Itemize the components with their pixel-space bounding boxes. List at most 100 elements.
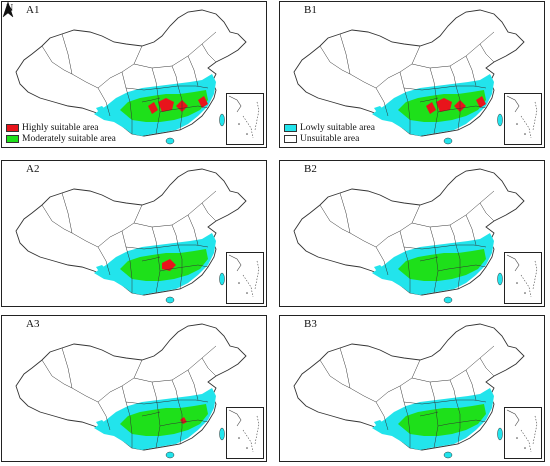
province-boundary [419, 411, 439, 417]
lowly-suitable-region-west [374, 106, 384, 114]
province-boundary [97, 246, 111, 276]
province-boundary [133, 31, 217, 69]
province-boundary [151, 226, 161, 294]
legend-label: Highly suitable area [22, 122, 99, 133]
province-boundary [411, 31, 495, 69]
panel-label: B1 [304, 4, 317, 16]
panel-label: B3 [304, 318, 317, 330]
province-boundary [177, 85, 183, 131]
legend-swatch [284, 134, 297, 143]
province-boundary [201, 43, 217, 63]
province-boundary [141, 97, 161, 103]
south-china-sea-inset [226, 252, 264, 304]
province-boundary [319, 359, 351, 389]
province-boundary [141, 256, 161, 262]
highly-suitable-region [162, 259, 176, 271]
province-boundary [171, 65, 179, 87]
province-boundary [479, 357, 495, 377]
province-boundary [187, 55, 199, 87]
province-boundary [403, 85, 487, 91]
province-boundary [479, 202, 495, 222]
panel-label: B2 [304, 163, 317, 175]
province-boundary [419, 97, 439, 103]
province-boundary [121, 385, 133, 448]
province-boundary [125, 399, 209, 405]
province-boundary [41, 359, 73, 389]
lowly-suitable-region-west [96, 420, 106, 428]
province-boundary [151, 381, 161, 449]
china-map [15, 323, 247, 459]
china-map [15, 9, 247, 145]
lowly-suitable-region-west [96, 265, 106, 273]
highly-suitable-region [148, 102, 158, 114]
highly-suitable-region [436, 98, 452, 112]
china-map [15, 168, 247, 304]
province-boundary [403, 399, 487, 405]
highly-suitable-region [198, 96, 208, 108]
province-boundary [465, 55, 477, 87]
lowly-suitable-region-west [374, 420, 384, 428]
taiwan-island [497, 272, 503, 286]
province-boundary [429, 226, 439, 294]
province-boundary [201, 202, 217, 222]
legend-item: Highly suitable area [6, 122, 116, 133]
highly-suitable-region [158, 98, 174, 112]
province-boundary [177, 399, 183, 445]
province-boundary [399, 230, 411, 293]
hainan-island [165, 137, 175, 145]
moderately-suitable-region [398, 404, 486, 436]
legend-label: Lowly suitable area [300, 122, 375, 133]
province-boundary [187, 369, 199, 401]
lowly-suitable-region-west [374, 265, 384, 273]
province-boundary [411, 345, 495, 383]
taiwan-island [497, 427, 503, 441]
province-boundary [121, 230, 133, 293]
province-boundary [455, 244, 461, 290]
legend-swatch [6, 134, 19, 143]
province-boundary [403, 244, 487, 250]
province-boundary [133, 345, 217, 383]
panel-label: A1 [26, 4, 40, 16]
province-boundary [125, 244, 209, 250]
highly-suitable-region [476, 96, 486, 108]
north-arrow-icon [2, 2, 14, 18]
map-panel-b1: B1 Lowly suitable area Unsuitable area [279, 1, 545, 148]
province-boundary [141, 411, 161, 417]
province-boundary [319, 204, 351, 234]
map-panel-b3: B3 [279, 315, 545, 462]
province-boundary [97, 87, 111, 117]
province-boundary [449, 379, 457, 401]
province-boundary [177, 244, 183, 290]
province-boundary [429, 381, 439, 449]
province-boundary [399, 71, 411, 134]
province-boundary [187, 214, 199, 246]
province-boundary [465, 369, 477, 401]
province-boundary [159, 105, 209, 113]
province-boundary [41, 204, 73, 234]
panel-label: A3 [26, 318, 40, 330]
province-boundary [159, 264, 209, 272]
province-boundary [151, 67, 161, 135]
province-boundary [171, 379, 179, 401]
province-boundary [159, 419, 209, 427]
taiwan-island [219, 113, 225, 127]
province-boundary [437, 264, 487, 272]
province-boundary [399, 385, 411, 448]
map-panel-a3: A3 [1, 315, 267, 462]
map-panel-a2: A2 [1, 160, 267, 307]
province-boundary [455, 85, 461, 131]
province-boundary [419, 256, 439, 262]
legend: Highly suitable area Moderately suitable … [6, 122, 116, 144]
province-boundary [375, 246, 389, 276]
taiwan-island [219, 427, 225, 441]
taiwan-island [219, 272, 225, 286]
province-boundary [121, 71, 133, 134]
province-boundary [465, 214, 477, 246]
south-china-sea-inset [504, 252, 542, 304]
province-boundary [133, 190, 217, 228]
province-boundary [97, 401, 111, 431]
panel-label: A2 [26, 163, 40, 175]
hainan-island [443, 296, 453, 304]
province-boundary [319, 45, 351, 75]
